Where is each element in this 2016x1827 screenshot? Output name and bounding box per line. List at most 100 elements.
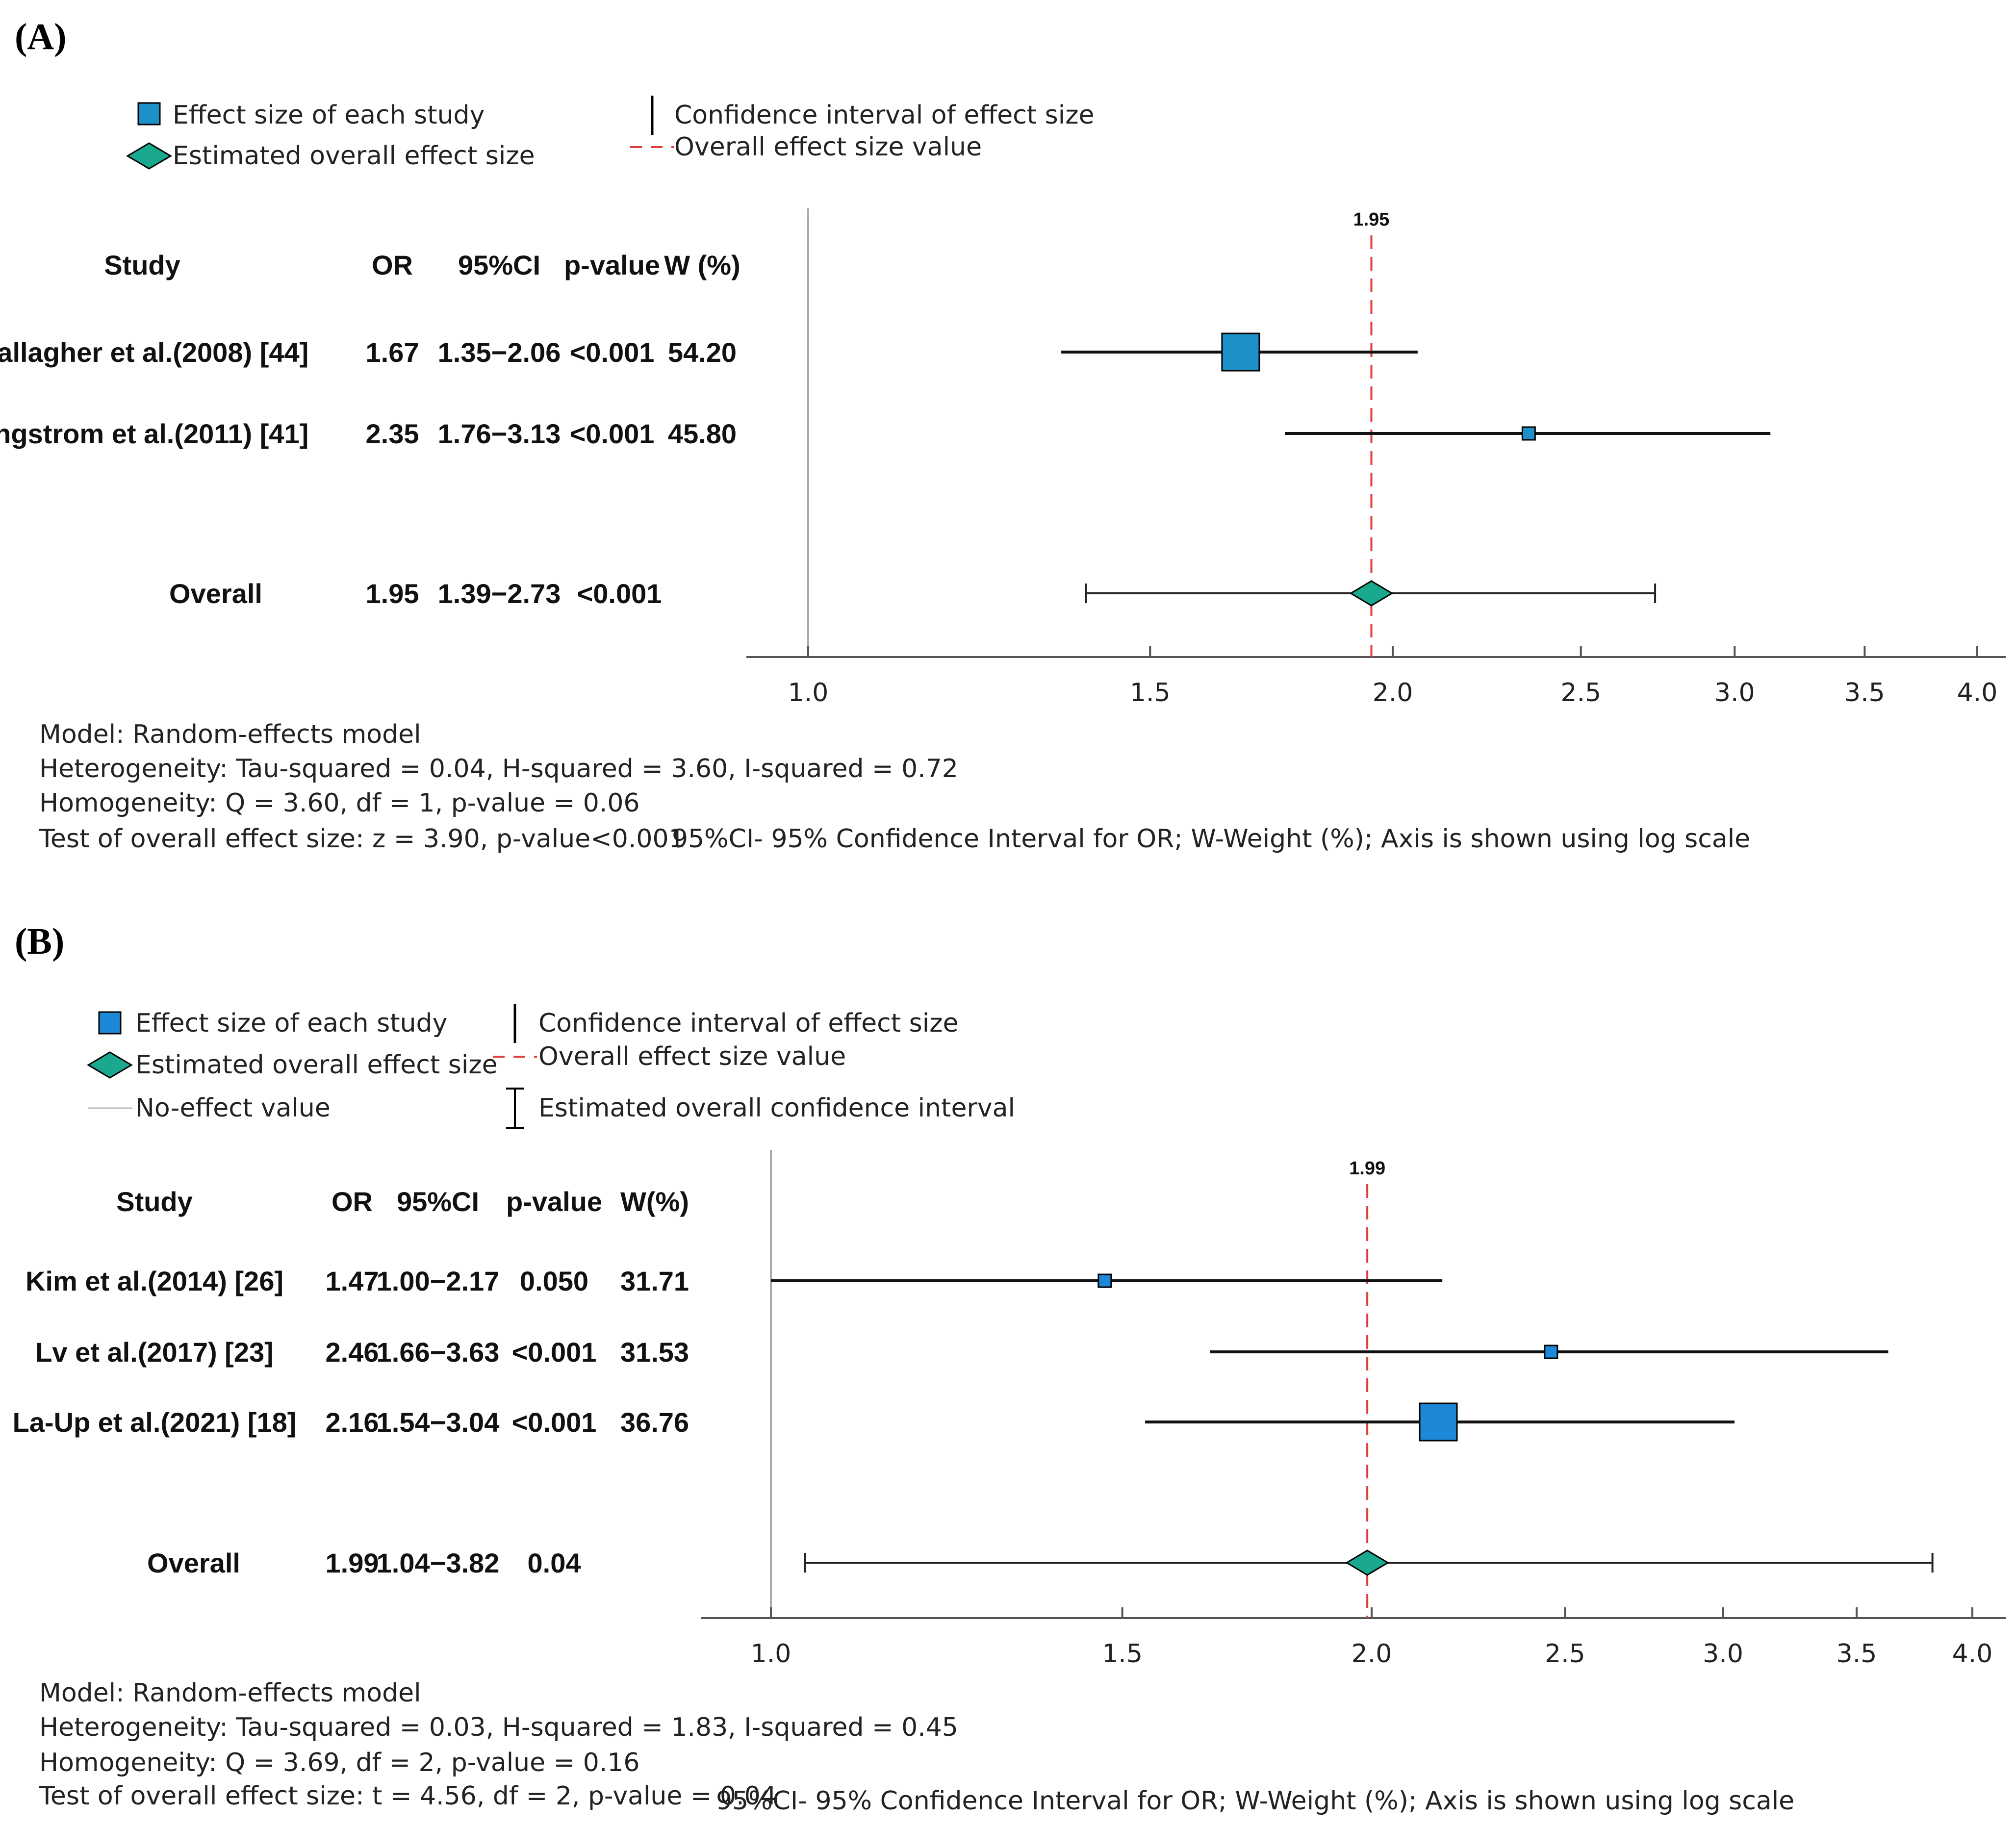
legend-label: Confidence interval of effect size: [674, 101, 1094, 130]
study-weight: 31.71: [620, 1266, 689, 1296]
study-weight: 54.20: [668, 337, 737, 368]
overall-effect-value-label: 1.99: [1349, 1158, 1385, 1179]
legend-label: Effect size of each study: [135, 1009, 447, 1038]
summary-line: Heterogeneity: Tau-squared = 0.03, H-squ…: [39, 1713, 958, 1742]
legend-label: Effect size of each study: [173, 101, 485, 130]
study-or: 1.47: [326, 1266, 379, 1296]
overall-effect-diamond: [1345, 1549, 1390, 1576]
x-tick-label: 2.0: [1352, 1639, 1392, 1669]
study-ci: 1.35−2.06: [438, 337, 561, 368]
footnote: 95%CI- 95% Confidence Interval for OR; W…: [672, 824, 1750, 854]
panel-label: (B): [15, 921, 64, 962]
overall-effect-value-label: 1.95: [1353, 209, 1389, 230]
model-summary: Model: Random-effects model Heterogeneity…: [39, 1678, 1794, 1816]
overall-p-value: <0.001: [577, 578, 662, 609]
summary-line: Model: Random-effects model: [39, 720, 421, 749]
legend-label: Estimated overall confidence interval: [538, 1093, 1015, 1123]
overall-row: Overall 1.991.04−3.82 0.04: [147, 1548, 581, 1578]
summary-line: Homogeneity: Q = 3.60, df = 1, p-value =…: [39, 788, 640, 818]
header-p-value: p-value: [564, 250, 660, 280]
header-or: OR: [332, 1186, 373, 1217]
legend-diamond-icon: [126, 142, 172, 170]
overall-effect-diamond: [1349, 580, 1394, 607]
x-tick-label: 4.0: [1957, 678, 1998, 708]
study-p-value: 0.050: [520, 1266, 588, 1296]
x-tick-label: 4.0: [1952, 1639, 1993, 1669]
legend-label: Overall effect size value: [538, 1042, 846, 1071]
forest-plot: 1.0 1.5 2.0 2.5 3.0 3.5 4.0 1.95: [746, 208, 2006, 708]
legend-label: No-effect value: [135, 1093, 331, 1123]
study-ci: 1.66−3.63: [377, 1337, 500, 1368]
x-tick-label: 3.0: [1703, 1639, 1743, 1669]
study-weight: 45.80: [668, 418, 737, 449]
study-or: 2.46: [326, 1337, 379, 1368]
table-row: Lv et al.(2017) [23] 2.461.66−3.63 <0.001 3…: [35, 1337, 689, 1368]
x-tick-label: 2.5: [1560, 678, 1601, 708]
overall-p-value: 0.04: [528, 1548, 581, 1578]
study-effect-square: [1419, 1402, 1458, 1442]
x-tick-label: 2.0: [1373, 678, 1413, 708]
study-effect-square: [1221, 332, 1260, 372]
header-or: OR: [372, 250, 413, 280]
study-weight: 31.53: [620, 1337, 689, 1368]
study-p-value: <0.001: [512, 1337, 597, 1368]
footnote: 95%CI- 95% Confidence Interval for OR; W…: [716, 1786, 1794, 1816]
overall-name: Overall: [169, 578, 262, 609]
x-tick-label: 3.5: [1837, 1639, 1877, 1669]
study-p-value: <0.001: [570, 337, 655, 368]
header-p-value: p-value: [506, 1186, 602, 1217]
legend-square-icon: [98, 1011, 122, 1035]
study-p-value: <0.001: [512, 1407, 597, 1438]
study-name: Engstrom et al.(2011) [41]: [0, 418, 308, 449]
study-effect-square: [1544, 1345, 1558, 1359]
x-tick-label: 3.0: [1714, 678, 1755, 708]
header-weight: W (%): [664, 250, 740, 280]
table-row: Engstrom et al.(2011) [41] 2.35 1.76−3.13 <…: [0, 418, 737, 449]
study-p-value: <0.001: [570, 418, 655, 449]
overall-row: Overall 1.95 1.39−2.73 <0.001: [169, 578, 662, 609]
summary-line: Model: Random-effects model: [39, 1678, 421, 1708]
study-name: Lv et al.(2017) [23]: [35, 1337, 274, 1368]
table-row: Gallagher et al.(2008) [44] 1.67 1.35−2.06…: [0, 337, 737, 368]
study-effect-square: [1097, 1273, 1112, 1288]
legend-label: Estimated overall effect size: [173, 141, 535, 171]
panel-b: (B) Effect size of each study Estimated ov…: [13, 921, 2006, 1816]
study-or: 2.35: [366, 418, 419, 449]
forest-plot: 1.0 1.5 2.0 2.5 3.0 3.5 4.0 1.99: [701, 1150, 2006, 1669]
study-ci: 1.76−3.13: [438, 418, 561, 449]
x-tick-label: 1.5: [1102, 1639, 1143, 1669]
overall-ci: 1.39−2.73: [438, 578, 561, 609]
x-tick-label: 1.0: [751, 1639, 791, 1669]
study-name: Kim et al.(2014) [26]: [26, 1266, 283, 1296]
study-ci: 1.00−2.17: [377, 1266, 500, 1296]
study-name: Gallagher et al.(2008) [44]: [0, 337, 308, 368]
overall-ci: 1.04−3.82: [377, 1548, 500, 1578]
overall-name: Overall: [147, 1548, 240, 1578]
summary-line: Homogeneity: Q = 3.69, df = 2, p-value =…: [39, 1748, 640, 1777]
study-or: 2.16: [326, 1407, 379, 1438]
summary-line: Heterogeneity: Tau-squared = 0.04, H-squ…: [39, 754, 958, 784]
x-tick-label: 2.5: [1545, 1639, 1585, 1669]
table-row: La-Up et al.(2021) [18] 2.161.54−3.04 <0.0…: [13, 1407, 689, 1438]
overall-or: 1.95: [366, 578, 419, 609]
legend-diamond-icon: [87, 1051, 133, 1079]
summary-line: Test of overall effect size: z = 3.90, p…: [39, 824, 685, 854]
panel-a: (A) Effect size of each study Estimated ov…: [0, 16, 2006, 854]
legend: Effect size of each study Estimated overa…: [126, 96, 1094, 171]
header-study: Study: [116, 1186, 193, 1217]
table-row: Kim et al.(2014) [26] 1.471.00−2.17 0.050 3…: [26, 1266, 689, 1296]
legend-label: Overall effect size value: [674, 132, 982, 162]
study-weight: 36.76: [620, 1407, 689, 1438]
model-summary: Model: Random-effects model Heterogeneity…: [39, 720, 1750, 854]
panel-label: (A): [15, 16, 67, 57]
x-tick-label: 3.5: [1844, 678, 1885, 708]
x-tick-label: 1.0: [788, 678, 829, 708]
study-effect-square: [1521, 426, 1536, 441]
study-name: La-Up et al.(2021) [18]: [13, 1407, 297, 1438]
header-weight: W(%): [620, 1186, 689, 1217]
legend: Effect size of each study Estimated overa…: [87, 1004, 1015, 1129]
header-ci: 95%CI: [458, 250, 540, 280]
study-or: 1.67: [366, 337, 419, 368]
legend-label: Confidence interval of effect size: [538, 1009, 958, 1038]
